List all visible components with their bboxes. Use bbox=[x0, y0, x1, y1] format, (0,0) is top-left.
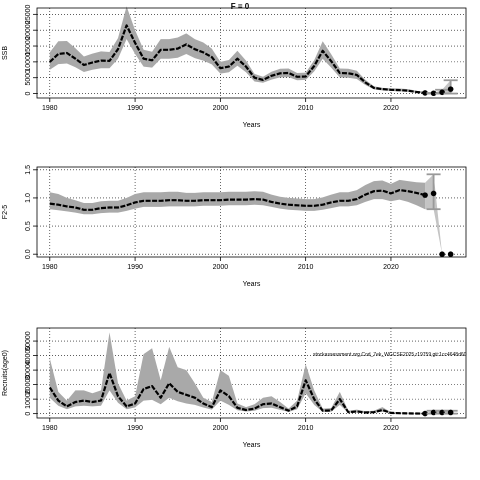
forecast-point bbox=[422, 192, 428, 198]
y-tick-label: 5000 bbox=[25, 70, 32, 86]
forecast-point bbox=[439, 251, 445, 257]
figure-title: F = 0 bbox=[231, 2, 250, 11]
forecast-point bbox=[439, 409, 445, 416]
y-axis-title: F2-5 bbox=[2, 205, 9, 220]
estimate-line bbox=[48, 371, 426, 415]
estimate-line bbox=[49, 24, 426, 94]
forecast-point bbox=[422, 90, 428, 96]
y-tick-label: 20000 bbox=[25, 375, 32, 395]
panel-recruitment: 1980 1990 2000 2010 2020 0 1000020000300004000… bbox=[2, 327, 467, 449]
y-tick-label: 10000 bbox=[25, 52, 32, 72]
y-tick-label: 10000 bbox=[25, 389, 32, 409]
x-tick-label: 2010 bbox=[298, 105, 314, 112]
x-tick-label: 1980 bbox=[42, 425, 58, 432]
x-tick-label: 2010 bbox=[298, 425, 314, 432]
x-tick-label: 2020 bbox=[383, 105, 399, 112]
panel-fbar: 1980 1990 2000 2010 2020 0.0 0.5 1.0 1.5 Years F2-… bbox=[2, 165, 467, 288]
plot-frame bbox=[36, 166, 467, 258]
y-tick-label: 20000 bbox=[25, 20, 32, 40]
x-tick-label: 1990 bbox=[127, 105, 143, 112]
x-tick-label: 2010 bbox=[298, 264, 314, 271]
plot-frame bbox=[36, 327, 467, 419]
forecast-point bbox=[430, 190, 437, 197]
x-tick-label: 1980 bbox=[42, 105, 58, 112]
x-tick-label: 2000 bbox=[213, 105, 229, 112]
x-tick-label: 1990 bbox=[127, 264, 143, 271]
x-tick-label: 2020 bbox=[383, 425, 399, 432]
forecast-point bbox=[439, 89, 445, 96]
y-tick-label: 1.5 bbox=[25, 165, 32, 175]
y-tick-label: 0.0 bbox=[25, 249, 32, 259]
x-tick-label: 1990 bbox=[127, 425, 143, 432]
y-axis-title: SSB bbox=[2, 46, 9, 60]
plot-frame bbox=[36, 7, 467, 99]
forecast-point bbox=[447, 409, 454, 416]
estimate-line bbox=[49, 189, 426, 211]
forecast-point bbox=[430, 409, 437, 416]
confidence-band bbox=[49, 6, 426, 94]
chart-panels: 1980 1990 2000 2010 202005000100001500020000… bbox=[2, 5, 467, 449]
forecast-point bbox=[422, 410, 428, 417]
confidence-band bbox=[49, 179, 426, 215]
forecast-band bbox=[425, 80, 451, 94]
forecast-band bbox=[425, 174, 451, 255]
y-tick-label: 25000 bbox=[25, 5, 32, 25]
x-axis-title: Years bbox=[243, 281, 261, 288]
y-tick-label: 0 bbox=[25, 412, 32, 416]
confidence-band bbox=[49, 332, 426, 414]
x-tick-label: 2020 bbox=[383, 264, 399, 271]
x-axis-title: Years bbox=[243, 442, 261, 449]
y-tick-label: 30000 bbox=[25, 360, 32, 380]
y-tick-label: 1.0 bbox=[25, 193, 32, 203]
x-tick-label: 1980 bbox=[42, 264, 58, 271]
x-tick-label: 2000 bbox=[213, 264, 229, 271]
x-tick-label: 2000 bbox=[213, 425, 229, 432]
forecast-point bbox=[447, 251, 454, 257]
x-axis-title: Years bbox=[243, 122, 261, 129]
y-tick-label: 50000 bbox=[25, 331, 32, 351]
y-tick-label: 0.5 bbox=[25, 221, 32, 231]
y-tick-label: 0 bbox=[25, 92, 32, 96]
y-tick-label: 40000 bbox=[25, 346, 32, 366]
y-axis-title: Recruits(age0) bbox=[2, 350, 9, 396]
panel-ssb: 1980 1990 2000 2010 2020 0 5000100001500020000… bbox=[2, 5, 467, 129]
forecast-point bbox=[430, 90, 437, 97]
figure-watermark: stockassessment.org,Cod_7ek_WGCSE2025,r1… bbox=[313, 352, 467, 358]
y-tick-label: 15000 bbox=[25, 36, 32, 56]
forecast-point bbox=[447, 86, 454, 92]
